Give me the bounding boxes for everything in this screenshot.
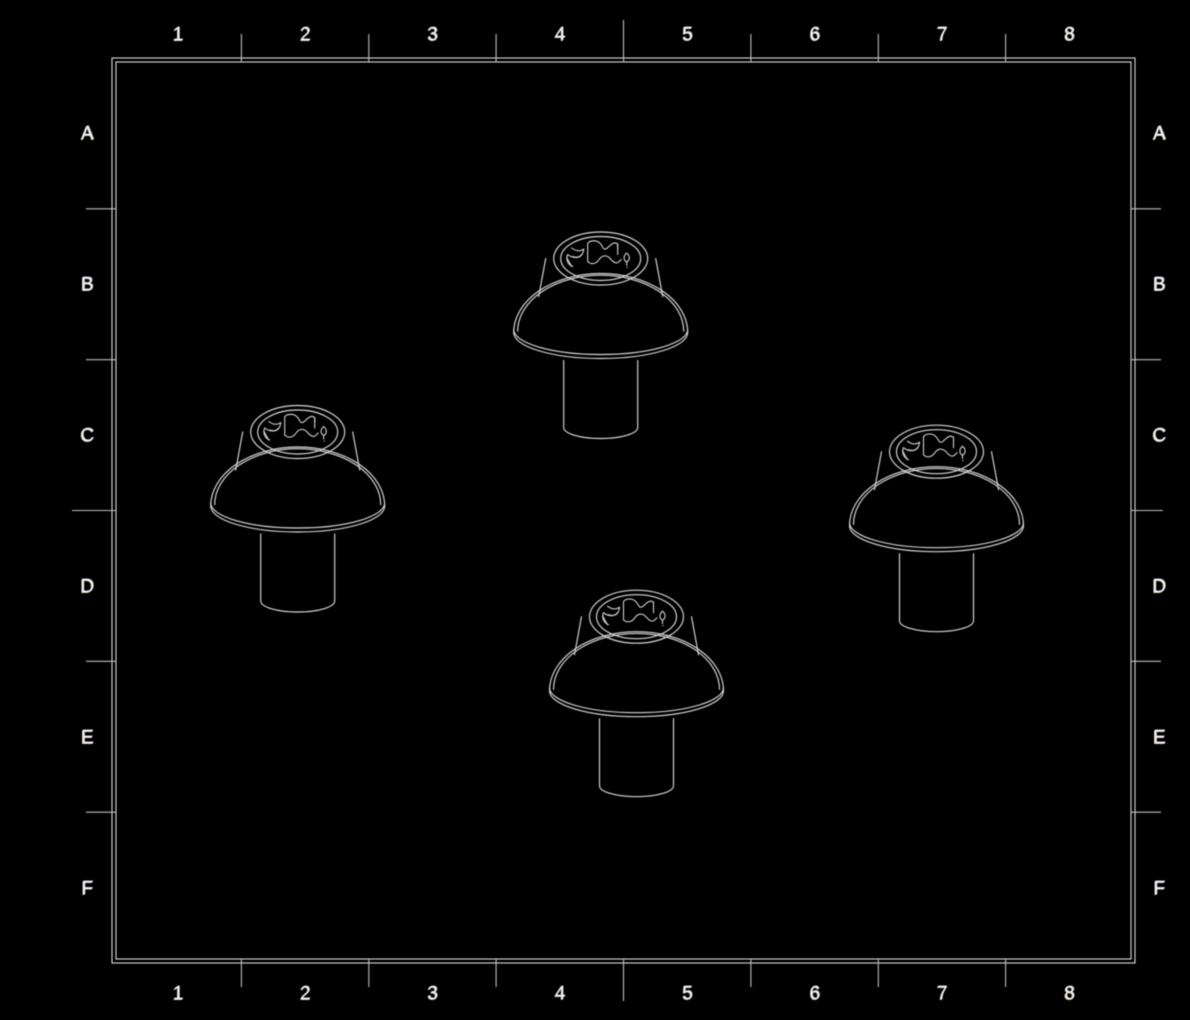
svg-text:1: 1 [173, 25, 184, 46]
svg-text:D: D [80, 577, 94, 598]
svg-text:E: E [1153, 728, 1166, 749]
svg-text:7: 7 [937, 25, 948, 46]
svg-text:E: E [81, 728, 94, 749]
svg-text:F: F [81, 879, 93, 900]
svg-text:B: B [1153, 275, 1166, 296]
svg-text:8: 8 [1064, 25, 1075, 46]
svg-text:4: 4 [555, 25, 566, 46]
svg-text:2: 2 [300, 25, 311, 46]
svg-text:2: 2 [300, 984, 311, 1005]
svg-text:3: 3 [427, 984, 438, 1005]
svg-text:3: 3 [427, 25, 438, 46]
svg-text:6: 6 [810, 25, 821, 46]
svg-text:A: A [1153, 124, 1166, 145]
svg-text:1: 1 [173, 984, 184, 1005]
svg-text:F: F [1153, 879, 1165, 900]
svg-text:6: 6 [810, 984, 821, 1005]
svg-text:B: B [81, 275, 94, 296]
svg-text:C: C [80, 426, 94, 447]
svg-text:7: 7 [937, 984, 948, 1005]
svg-text:D: D [1152, 577, 1166, 598]
svg-text:5: 5 [682, 25, 693, 46]
svg-text:C: C [1152, 426, 1166, 447]
svg-text:A: A [81, 124, 94, 145]
svg-text:8: 8 [1064, 984, 1075, 1005]
svg-text:5: 5 [682, 984, 693, 1005]
svg-text:4: 4 [555, 984, 566, 1005]
